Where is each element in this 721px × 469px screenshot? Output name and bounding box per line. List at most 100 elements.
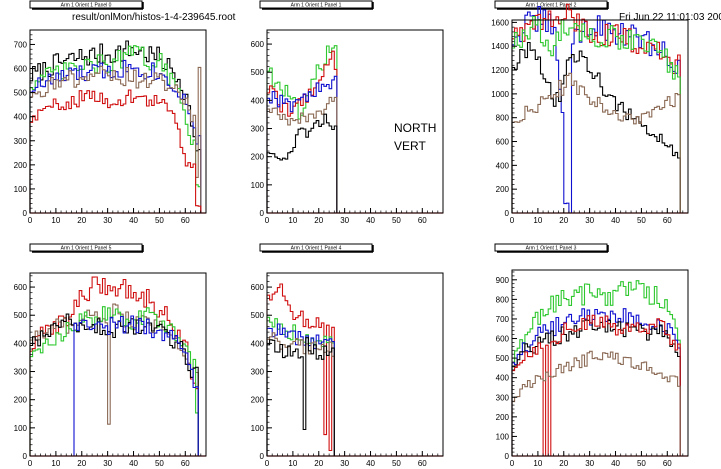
x-tick-label: 10 [288, 459, 297, 468]
series-red-line [511, 3, 681, 213]
x-tick-label: 10 [51, 216, 60, 225]
y-tick-label: 100 [14, 424, 28, 433]
series-red-line [511, 314, 681, 457]
x-tick-label: 20 [314, 216, 323, 225]
x-tick-label: 20 [559, 216, 568, 225]
x-tick-label: 50 [155, 216, 164, 225]
y-tick-label: 0 [23, 209, 28, 218]
series-brown-line [266, 96, 338, 213]
y-tick-label: 200 [14, 161, 28, 170]
y-tick-label: 400 [496, 161, 510, 170]
x-tick-label: 40 [129, 216, 138, 225]
x-tick-label: 10 [533, 216, 542, 225]
x-tick-label: 10 [51, 459, 60, 468]
y-tick-label: 100 [496, 432, 510, 441]
y-tick-label: 0 [23, 452, 28, 461]
x-tick-label: 30 [340, 216, 349, 225]
series-brown-line [511, 350, 681, 456]
histogram-panel-0: Arm 1 Orient 1 Panel 0010020030040050060… [14, 0, 207, 225]
x-tick-label: 40 [611, 459, 620, 468]
x-tick-label: 60 [181, 216, 190, 225]
x-tick-label: 60 [663, 216, 672, 225]
series-red-line [266, 283, 335, 456]
series-brown-line [511, 72, 681, 213]
y-tick-label: 300 [14, 368, 28, 377]
x-tick-label: 0 [265, 216, 270, 225]
y-tick-label: 500 [251, 311, 265, 320]
y-tick-label: 1600 [491, 18, 509, 27]
x-tick-label: 30 [340, 459, 349, 468]
y-tick-label: 600 [496, 138, 510, 147]
series-brown-line [29, 65, 202, 213]
series-blue-line [30, 315, 199, 457]
y-tick-label: 1200 [491, 66, 509, 75]
y-tick-label: 0 [260, 209, 265, 218]
plot-frame [266, 29, 444, 214]
x-tick-label: 20 [77, 459, 86, 468]
panel-title: Arm 1 Orient 1 Panel 0 [61, 3, 112, 9]
x-tick-label: 40 [129, 459, 138, 468]
y-tick-label: 600 [251, 283, 265, 292]
series-red-line [29, 89, 202, 213]
y-tick-label: 900 [496, 276, 510, 285]
y-tick-label: 600 [496, 335, 510, 344]
series-black-line [29, 40, 202, 213]
x-tick-label: 20 [314, 459, 323, 468]
histogram-panel-4: Arm 1 Orient 1 Panel 4010020030040050060… [251, 243, 444, 468]
y-tick-label: 400 [14, 339, 28, 348]
series-black-line [511, 41, 681, 213]
y-tick-label: 1400 [491, 42, 509, 51]
series-green-line [29, 306, 199, 456]
plot-frame [29, 272, 207, 457]
series-blue-line [511, 308, 681, 456]
annotation-north: NORTH [394, 121, 437, 135]
y-tick-label: 600 [251, 40, 265, 49]
y-tick-label: 400 [251, 96, 265, 105]
series-green-line [29, 45, 202, 213]
series-red-line [266, 50, 338, 213]
panel-title: Arm 1 Orient 1 Panel 1 [291, 3, 342, 9]
x-tick-label: 0 [510, 459, 515, 468]
x-tick-label: 40 [366, 459, 375, 468]
y-tick-label: 700 [496, 315, 510, 324]
x-tick-label: 50 [637, 459, 646, 468]
x-tick-label: 0 [510, 216, 515, 225]
x-tick-label: 30 [585, 459, 594, 468]
file-path-label: result/onlMon/histos-1-4-239645.root [72, 12, 236, 23]
x-tick-label: 50 [392, 216, 401, 225]
y-tick-label: 200 [251, 153, 265, 162]
panel-title-box: Arm 1 Orient 1 Panel 0 [29, 0, 144, 10]
panel-title-box: Arm 1 Orient 1 Panel 1 [259, 0, 374, 10]
histogram-panel-3: Arm 1 Orient 1 Panel 5010020030040050060… [14, 243, 207, 468]
y-tick-label: 100 [14, 185, 28, 194]
y-tick-label: 200 [496, 413, 510, 422]
x-tick-label: 40 [611, 216, 620, 225]
y-tick-label: 500 [14, 89, 28, 98]
x-tick-label: 50 [155, 459, 164, 468]
y-tick-label: 400 [496, 374, 510, 383]
timestamp-label: Fri Jun 22 11:01:03 2007 [619, 12, 721, 23]
series-black-line [266, 113, 338, 213]
histogram-panel-2: Arm 1 Orient 1 Panel 2020040060080010001… [491, 0, 689, 225]
panel-title: Arm 1 Orient 1 Panel 2 [526, 3, 577, 9]
x-tick-label: 10 [288, 216, 297, 225]
y-tick-label: 500 [251, 68, 265, 77]
panel-title-box: Arm 1 Orient 1 Panel 2 [494, 0, 609, 10]
x-tick-label: 60 [181, 459, 190, 468]
x-tick-label: 60 [418, 216, 427, 225]
series-blue-line [266, 323, 335, 456]
y-tick-label: 1000 [491, 90, 509, 99]
y-tick-label: 300 [251, 368, 265, 377]
panel-title: Arm 1 Orient 1 Panel 3 [526, 246, 577, 252]
x-tick-label: 60 [663, 459, 672, 468]
y-tick-label: 200 [251, 396, 265, 405]
x-tick-label: 60 [418, 459, 427, 468]
y-tick-label: 300 [496, 393, 510, 402]
x-tick-label: 0 [28, 459, 33, 468]
plot-frame [511, 269, 689, 457]
y-tick-label: 600 [14, 283, 28, 292]
y-tick-label: 600 [14, 65, 28, 74]
y-tick-label: 200 [496, 185, 510, 194]
x-tick-label: 20 [559, 459, 568, 468]
series-blue-line [266, 75, 338, 213]
